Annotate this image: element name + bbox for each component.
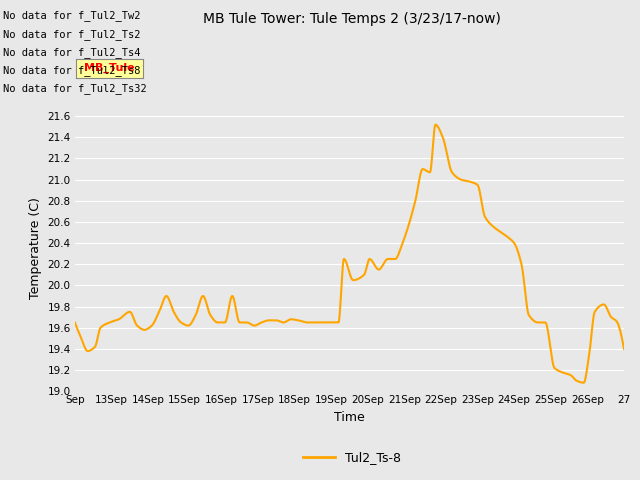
Text: No data for f_Tul2_Tw2: No data for f_Tul2_Tw2 <box>3 11 141 22</box>
Text: No data for f_Tul2_Ts8: No data for f_Tul2_Ts8 <box>3 65 141 76</box>
Legend: Tul2_Ts-8: Tul2_Ts-8 <box>298 446 406 469</box>
Text: MB_Tule: MB_Tule <box>84 63 134 73</box>
Y-axis label: Temperature (C): Temperature (C) <box>29 197 42 300</box>
Text: No data for f_Tul2_Ts4: No data for f_Tul2_Ts4 <box>3 47 141 58</box>
Text: No data for f_Tul2_Ts32: No data for f_Tul2_Ts32 <box>3 84 147 95</box>
Text: No data for f_Tul2_Ts2: No data for f_Tul2_Ts2 <box>3 29 141 40</box>
Text: MB Tule Tower: Tule Temps 2 (3/23/17-now): MB Tule Tower: Tule Temps 2 (3/23/17-now… <box>203 12 501 26</box>
X-axis label: Time: Time <box>334 411 365 424</box>
